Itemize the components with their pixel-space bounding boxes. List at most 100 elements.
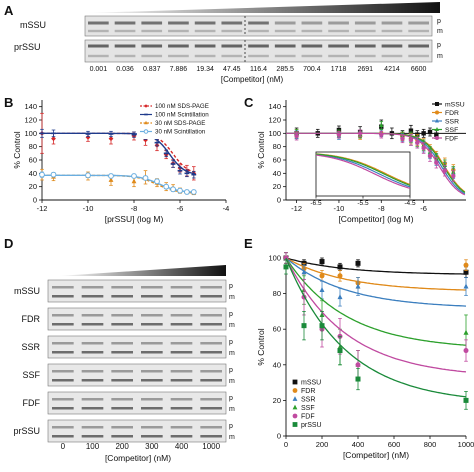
y-tick-label: 80 (273, 142, 281, 151)
gel-band (354, 21, 376, 25)
band-label-m: m (229, 434, 235, 441)
data-point (463, 262, 469, 268)
gel-row-label: prSSU (13, 426, 40, 436)
data-point (190, 189, 197, 195)
gel-band (200, 398, 222, 401)
gel-band (354, 54, 376, 58)
gel-band (354, 29, 376, 33)
gel-row-label: FDR (22, 314, 41, 324)
gel-row-label: SSR (21, 342, 40, 352)
data-point (85, 172, 91, 179)
data-point (337, 294, 343, 300)
inset-tick-label: -6.5 (310, 200, 322, 207)
gel-band (88, 44, 109, 48)
band-label-m: m (437, 53, 443, 60)
gel-band (301, 21, 323, 25)
data-point (434, 160, 439, 165)
gel-band (111, 286, 133, 289)
data-point (177, 169, 183, 172)
legend-label: mSSU (301, 380, 321, 387)
gel-band (81, 398, 104, 401)
data-point (463, 397, 469, 403)
chart-e: 0 200 400 600 800 1000 0 20 40 60 80 100 [Competitor… (256, 252, 474, 460)
y-tick-label: 100 (24, 129, 37, 138)
gel-band (170, 286, 193, 289)
gel-band (221, 21, 243, 25)
data-point (442, 162, 448, 168)
gel-band (301, 54, 323, 58)
data-point (463, 269, 469, 275)
data-point (170, 163, 176, 165)
band-label-p: p (229, 311, 233, 318)
gel-band (88, 21, 109, 25)
gel-band (328, 54, 349, 58)
concentration-labels: 0.001 0.036 0.837 7.886 19.34 47.45 116.4 285.5… (90, 66, 427, 73)
data-point (463, 348, 469, 354)
gel-band (141, 398, 163, 401)
panel-letter-a: A (4, 3, 14, 18)
gel-band (381, 29, 403, 33)
gel-band (141, 351, 163, 354)
gel-band (141, 286, 163, 289)
band-label-m: m (229, 378, 235, 385)
band-label-p: p (229, 367, 233, 374)
axis-label-y: % Control (256, 131, 266, 168)
gel-band (52, 286, 74, 289)
data-point (131, 133, 137, 136)
band-label-p: p (229, 339, 233, 346)
data-point (292, 413, 298, 419)
data-point (301, 269, 307, 275)
chart-b: -12 -10 -8 -6 -4 0 20 40 60 80 100 120 140 [prSSU] (l… (12, 100, 229, 224)
axis-label-x: [Competitor] (log M) (338, 214, 413, 224)
gel-band (88, 54, 109, 58)
axis-label-x: [Competitor] (nM) (221, 75, 284, 84)
legend-label: FDR (301, 388, 315, 395)
y-tick-label: 140 (24, 102, 37, 111)
x-tick-label: 800 (424, 440, 437, 449)
gel-band (111, 370, 133, 373)
gel-band (141, 379, 163, 382)
gel-band (168, 44, 189, 48)
band-label-m: m (229, 322, 235, 329)
x-tick-label: -6 (177, 204, 184, 213)
legend-label: 30 nM Scintillation (155, 129, 206, 136)
concentration-label: 116.4 (250, 66, 267, 73)
gel-row-label: FDF (23, 398, 41, 408)
concentration-label: 2691 (357, 66, 373, 73)
concentration-label: 19.34 (196, 66, 214, 73)
legend-label: SSF (301, 405, 315, 412)
data-point (355, 376, 361, 382)
data-point (163, 183, 170, 190)
data-point (434, 132, 439, 137)
data-point (292, 388, 298, 393)
fit-curve (285, 257, 466, 275)
gel-band (52, 314, 74, 317)
gel-band (52, 426, 74, 429)
y-tick-label: 20 (273, 396, 281, 405)
data-point (292, 396, 298, 401)
gel-band (81, 314, 104, 317)
gel-band (381, 44, 403, 48)
gel-band (248, 29, 269, 33)
gel-band (81, 323, 104, 326)
axis-label-y: % Control (12, 131, 22, 168)
axis-label-x: [Competitor] (nM) (343, 450, 409, 460)
data-point (131, 178, 137, 184)
band-label-m: m (229, 406, 235, 413)
y-tick-label: 100 (268, 254, 281, 263)
y-tick-label: 40 (29, 169, 37, 178)
gel-band (141, 29, 163, 33)
fit-curve (285, 257, 467, 346)
gel-band (248, 54, 269, 58)
data-point (163, 152, 169, 155)
gel-band (170, 295, 193, 298)
concentration-label: 1000 (202, 442, 220, 451)
data-point (408, 137, 414, 143)
fit-curve (42, 132, 196, 174)
gel-band (200, 295, 222, 298)
gel-band (170, 314, 193, 317)
axis-label-x: [prSSU] (log M) (105, 214, 164, 224)
data-point (355, 260, 361, 266)
chart-c: -12 -10 -8 -6 0 20 40 60 80 100 120 140 [Competitor]… (256, 100, 466, 224)
inset-box (315, 151, 411, 197)
